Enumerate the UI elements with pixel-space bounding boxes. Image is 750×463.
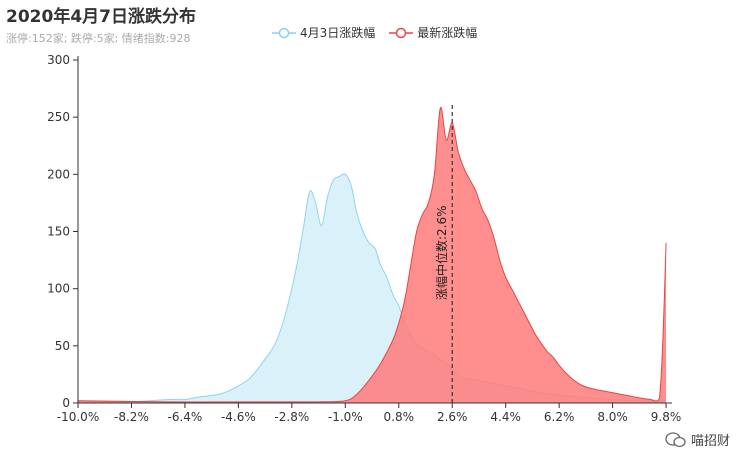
series-line-current — [77, 107, 667, 403]
y-tick-label: 200 — [47, 167, 70, 181]
chart-subtitle: 涨停:152家; 跌停:5家; 情绪指数:928 — [6, 32, 191, 45]
x-tick-label: -10.0% — [57, 410, 99, 424]
x-tick-label: 6.2% — [544, 410, 575, 424]
watermark: 喵招财 — [665, 430, 730, 449]
x-tick-label: -6.4% — [168, 410, 203, 424]
y-tick-label: 50 — [55, 339, 70, 353]
x-tick-label: 0.8% — [384, 410, 415, 424]
x-tick-label: -8.2% — [114, 410, 149, 424]
chart-title: 2020年4月7日涨跌分布 — [6, 7, 196, 27]
x-tick-label: 4.4% — [490, 410, 521, 424]
legend-label-current: 最新涨跌幅 — [417, 26, 478, 40]
y-tick-label: 0 — [62, 396, 70, 410]
series-area-current — [78, 107, 667, 404]
x-tick-label: -1.0% — [328, 410, 363, 424]
y-tick-label: 150 — [47, 225, 70, 239]
y-tick-label: 100 — [47, 282, 70, 296]
wechat-icon — [665, 431, 686, 447]
legend-item-prev[interactable]: 4月3日涨跌幅 — [272, 24, 375, 41]
y-tick-label: 250 — [47, 110, 70, 124]
series-area-prev — [78, 173, 667, 403]
x-tick-label: -4.6% — [221, 410, 256, 424]
median-label: 涨幅中位数:2.6% — [434, 205, 449, 300]
legend-item-current[interactable]: 最新涨跌幅 — [389, 24, 477, 41]
legend-line-circle-icon — [389, 27, 414, 38]
legend-label-prev: 4月3日涨跌幅 — [300, 26, 376, 40]
x-tick-label: 9.8% — [651, 410, 682, 424]
watermark-text: 喵招财 — [690, 434, 730, 449]
x-tick-label: 8.0% — [597, 410, 628, 424]
legend: 4月3日涨跌幅 最新涨跌幅 — [272, 24, 477, 41]
x-tick-label: -2.8% — [274, 410, 309, 424]
legend-line-circle-icon — [272, 27, 296, 38]
y-tick-label: 300 — [47, 53, 70, 67]
x-tick-label: 2.6% — [437, 410, 468, 424]
